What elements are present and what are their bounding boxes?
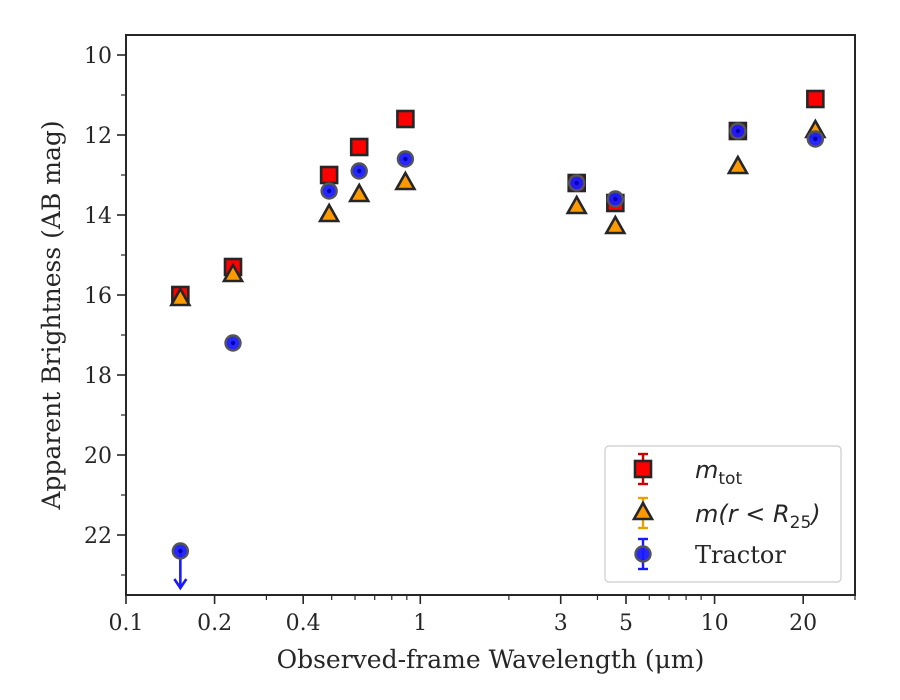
legend-label-main: Tractor [695, 541, 786, 569]
x-axis-ticks: 0.1 0.2 0.4 1 3 5 10 20 [109, 595, 856, 636]
legend-marker [634, 545, 652, 563]
x-tick-label: 5 [619, 611, 633, 636]
point-errorbar [326, 188, 332, 194]
plot-frame [125, 34, 856, 596]
point-errorbar [735, 128, 741, 134]
data-point [806, 89, 825, 109]
data-point [726, 154, 750, 175]
data-point [169, 286, 192, 307]
point-errorbar [356, 168, 362, 174]
series-triangle [169, 118, 827, 307]
y-axis-ticks: 10 12 14 16 18 20 22 [84, 44, 126, 576]
legend-label-subscript: tot [718, 469, 742, 489]
legend: mtot m(r < R25) Tractor [604, 445, 842, 583]
x-tick-label: 3 [554, 611, 568, 636]
point-errorbar [178, 548, 183, 554]
x-tick-label: 0.2 [197, 611, 232, 636]
y-tick-label: 22 [84, 524, 112, 549]
point-errorbar [813, 136, 818, 142]
legend-label: Tractor [695, 541, 786, 569]
legend-label-subscript: 25 [790, 513, 812, 533]
legend-box [604, 445, 842, 583]
y-tick-label: 12 [84, 124, 112, 149]
data-point [604, 214, 627, 235]
x-tick-label: 20 [789, 611, 817, 636]
legend-label: mtot [695, 456, 742, 489]
point-errorbar [574, 180, 579, 186]
data-point [394, 170, 417, 191]
x-tick-label: 10 [701, 611, 729, 636]
y-tick-label: 18 [84, 364, 112, 389]
data-points [169, 89, 827, 591]
point-errorbar [613, 196, 618, 202]
data-point [565, 194, 588, 215]
legend-label-main: m [695, 456, 718, 484]
legend-label-main: m(r < R [695, 500, 790, 528]
legend-entry: mtot [633, 452, 742, 489]
data-point [319, 165, 339, 185]
data-point [349, 137, 369, 157]
data-point [347, 182, 371, 203]
point-errorbar [230, 340, 236, 346]
series-square [171, 89, 825, 305]
y-axis-label: Apparent Brightness (AB mag) [37, 120, 66, 510]
legend-entry: Tractor [634, 537, 786, 571]
legend-entry: m(r < R25) [631, 496, 821, 533]
y-tick-label: 20 [84, 444, 112, 469]
x-tick-label: 1 [413, 611, 427, 636]
y-tick-label: 16 [84, 284, 112, 309]
data-point [396, 109, 415, 129]
point-errorbar [403, 156, 408, 162]
y-tick-label: 14 [84, 204, 112, 229]
legend-label-close: ) [809, 500, 820, 528]
y-tick-label: 10 [84, 44, 112, 69]
legend-marker [633, 459, 653, 479]
series-circle [171, 122, 825, 591]
data-point [317, 202, 341, 223]
legend-marker [631, 500, 655, 521]
x-tick-label: 0.4 [286, 611, 321, 636]
x-axis-label: Observed-frame Wavelength (μm) [277, 645, 705, 674]
legend-label: m(r < R25) [695, 500, 821, 533]
x-tick-label: 0.1 [109, 611, 144, 636]
data-point [221, 262, 245, 283]
upper-limit-arrow-head [173, 578, 188, 591]
